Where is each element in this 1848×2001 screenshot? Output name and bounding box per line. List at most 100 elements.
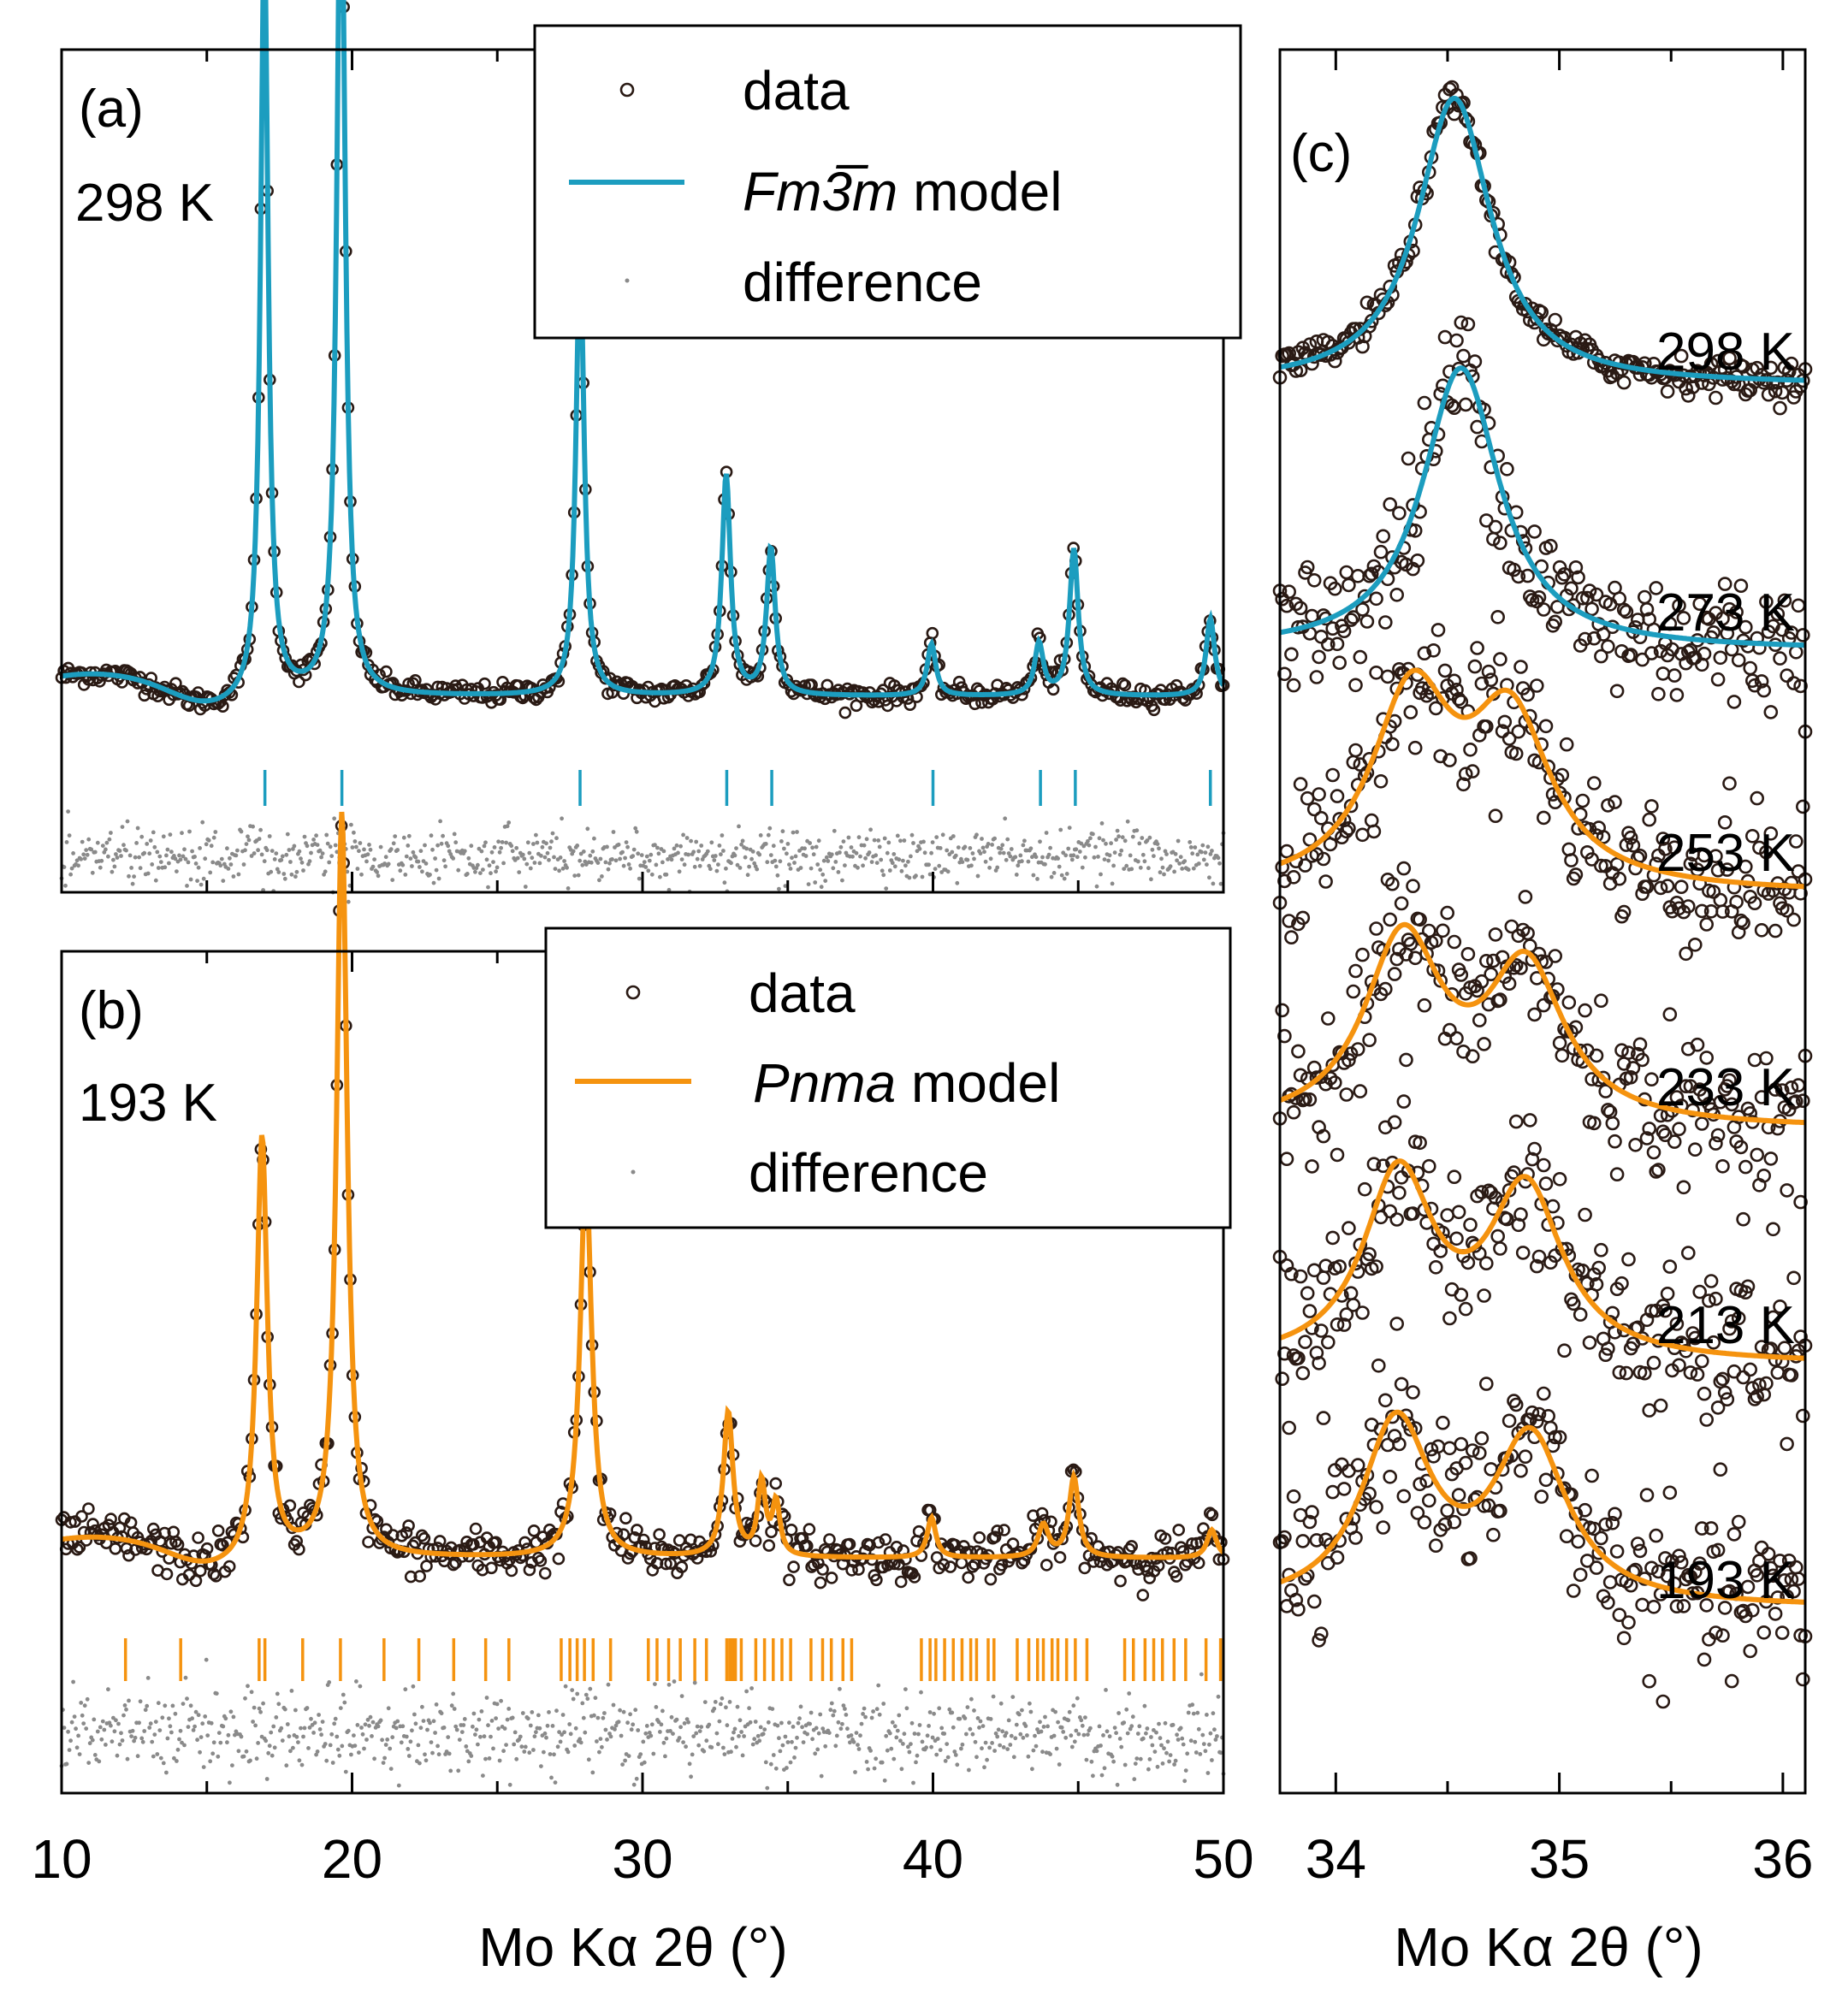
difference-point [520, 852, 525, 857]
difference-point [940, 832, 945, 838]
difference-point [832, 828, 837, 833]
difference-point [117, 1742, 122, 1747]
data-point [1662, 616, 1678, 631]
difference-point [424, 861, 429, 866]
data-point [1736, 915, 1750, 931]
difference-point [974, 1755, 979, 1760]
data-point [1417, 998, 1432, 1013]
data-point [1578, 1502, 1592, 1518]
difference-point [724, 866, 728, 871]
difference-point [418, 865, 422, 869]
difference-point [1215, 1734, 1219, 1738]
data-point [1497, 714, 1513, 730]
difference-point [1045, 1724, 1050, 1729]
difference-point [272, 857, 277, 861]
difference-point [1031, 1748, 1036, 1753]
difference-point [631, 854, 636, 858]
data-point [1284, 647, 1299, 662]
difference-point [203, 856, 208, 861]
difference-point [864, 1760, 869, 1764]
data-point [1291, 1351, 1306, 1365]
difference-point [1023, 1724, 1028, 1728]
difference-point [1028, 846, 1034, 851]
difference-point [929, 1744, 933, 1749]
difference-point [504, 840, 508, 845]
data-point [1608, 1134, 1622, 1149]
difference-point [418, 1761, 422, 1766]
difference-point [1008, 854, 1013, 859]
difference-point [122, 1703, 127, 1708]
difference-point [226, 867, 231, 871]
data-point [1703, 1274, 1719, 1288]
data-point [1660, 1287, 1675, 1301]
difference-point [773, 864, 779, 869]
data-point [1601, 798, 1615, 813]
data-point [293, 675, 305, 689]
difference-point [542, 1731, 548, 1736]
difference-point [456, 867, 461, 873]
data-point [104, 1513, 117, 1525]
data-point [1493, 652, 1507, 666]
data-point [1531, 1406, 1547, 1422]
data-point [1479, 1376, 1494, 1391]
difference-point [495, 1702, 500, 1707]
difference-point [1194, 1750, 1199, 1755]
difference-point [906, 1744, 910, 1749]
data-point [1709, 1625, 1723, 1640]
difference-point [642, 860, 647, 864]
difference-point [145, 871, 151, 876]
difference-point [841, 1703, 846, 1708]
data-point [1305, 1159, 1319, 1174]
data-point [1306, 1060, 1322, 1075]
difference-point [1107, 853, 1112, 858]
difference-point [413, 855, 418, 860]
difference-point [562, 859, 566, 863]
difference-point [716, 862, 720, 867]
difference-point [705, 849, 710, 854]
data-point [1389, 1317, 1404, 1331]
difference-point [153, 1720, 158, 1724]
data-point [1511, 724, 1526, 739]
difference-point [204, 842, 209, 847]
difference-point [1182, 859, 1188, 863]
difference-point [129, 866, 134, 870]
difference-point [894, 1735, 899, 1740]
difference-point [1004, 1731, 1009, 1736]
difference-point [446, 844, 451, 849]
difference-point [796, 1720, 801, 1726]
difference-point [583, 862, 589, 867]
data-point [1458, 1455, 1473, 1471]
difference-point [190, 849, 195, 854]
difference-point [1030, 855, 1034, 860]
difference-point [418, 1726, 424, 1731]
difference-point [87, 1741, 92, 1746]
panel-b-legend-difference-label: difference [749, 1142, 988, 1204]
difference-point [226, 1732, 231, 1738]
difference-point [106, 854, 110, 859]
difference-point [537, 1726, 542, 1731]
difference-point [1075, 1696, 1080, 1701]
data-point [1364, 566, 1379, 582]
difference-point [779, 1720, 784, 1726]
difference-point [448, 1768, 453, 1773]
data-point [1596, 627, 1611, 642]
data-point [1639, 1131, 1655, 1146]
data-point [1417, 395, 1432, 411]
difference-point [768, 853, 773, 857]
data-point [1626, 838, 1641, 853]
difference-point [522, 856, 527, 861]
difference-point [335, 1747, 341, 1752]
difference-point [1112, 850, 1117, 855]
difference-point [892, 864, 897, 869]
difference-point [530, 1710, 535, 1714]
difference-point [1101, 1733, 1105, 1738]
difference-point [990, 1741, 994, 1745]
difference-point [960, 860, 965, 864]
data-point [1350, 1458, 1365, 1472]
difference-point [1208, 852, 1213, 856]
difference-point [1022, 838, 1027, 844]
data-point [988, 1530, 1002, 1543]
difference-point [225, 846, 229, 851]
difference-point [527, 850, 532, 855]
